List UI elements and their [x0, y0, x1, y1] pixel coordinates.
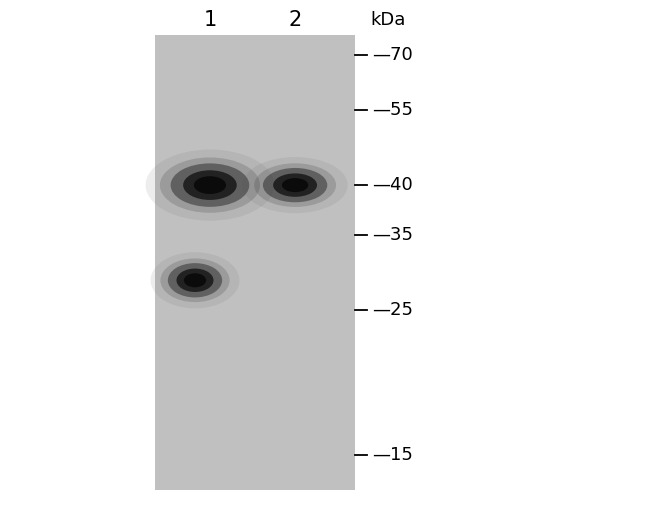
- Ellipse shape: [254, 163, 336, 207]
- Bar: [155, 35, 355, 490]
- Ellipse shape: [242, 157, 348, 213]
- Text: 2: 2: [289, 10, 302, 30]
- Text: —55: —55: [372, 101, 413, 119]
- Ellipse shape: [194, 176, 226, 194]
- Text: 1: 1: [203, 10, 216, 30]
- Text: —70: —70: [372, 46, 413, 64]
- Ellipse shape: [146, 150, 274, 220]
- Text: —35: —35: [372, 226, 413, 244]
- Ellipse shape: [183, 171, 237, 200]
- Ellipse shape: [263, 168, 328, 202]
- Ellipse shape: [161, 258, 229, 302]
- Ellipse shape: [176, 269, 213, 292]
- Text: —15: —15: [372, 446, 413, 464]
- Ellipse shape: [282, 178, 308, 192]
- Text: kDa: kDa: [370, 11, 406, 29]
- Ellipse shape: [151, 252, 239, 308]
- Ellipse shape: [160, 158, 260, 213]
- Ellipse shape: [168, 263, 222, 297]
- Ellipse shape: [184, 274, 206, 288]
- Ellipse shape: [273, 174, 317, 197]
- Ellipse shape: [170, 163, 250, 207]
- Text: —40: —40: [372, 176, 413, 194]
- Text: —25: —25: [372, 301, 413, 319]
